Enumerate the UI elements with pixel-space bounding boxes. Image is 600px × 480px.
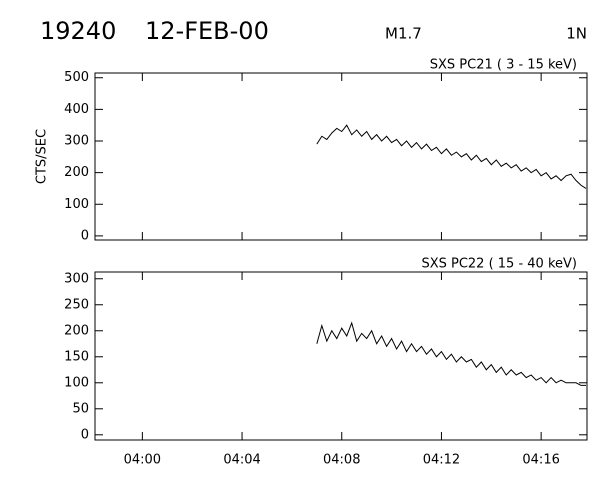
panel-title: SXS PC22 ( 15 - 40 keV) [421,257,577,272]
y-tick-label: 0 [81,228,89,243]
y-tick-label: 500 [64,70,89,85]
y-axis-label: CTS/SEC [35,129,50,184]
x-tick-label: 04:08 [323,453,360,468]
panel-title: SXS PC21 ( 3 - 15 keV) [430,58,577,73]
y-tick-label: 50 [72,401,89,416]
data-line [316,321,587,386]
y-tick-label: 300 [64,271,89,286]
y-tick-label: 0 [81,427,89,442]
event-number: 19240 [40,17,116,45]
y-tick-label: 150 [64,349,89,364]
y-tick-label: 300 [64,134,89,149]
y-tick-label: 100 [64,197,89,212]
x-tick-label: 04:16 [522,453,559,468]
y-tick-label: 250 [64,297,89,312]
y-tick-label: 400 [64,102,89,117]
plot-frame [94,271,588,441]
event-date: 12-FEB-00 [145,17,269,45]
x-tick-label: 04:12 [423,453,460,468]
x-tick-label: 04:04 [223,453,260,468]
y-tick-label: 200 [64,165,89,180]
plot-frame [94,72,588,241]
y-tick-label: 100 [64,375,89,390]
data-line [316,124,587,189]
x-tick-label: 04:00 [124,453,161,468]
flare-class: M1.7 [385,25,422,43]
importance: 1N [566,25,587,43]
y-tick-label: 200 [64,323,89,338]
